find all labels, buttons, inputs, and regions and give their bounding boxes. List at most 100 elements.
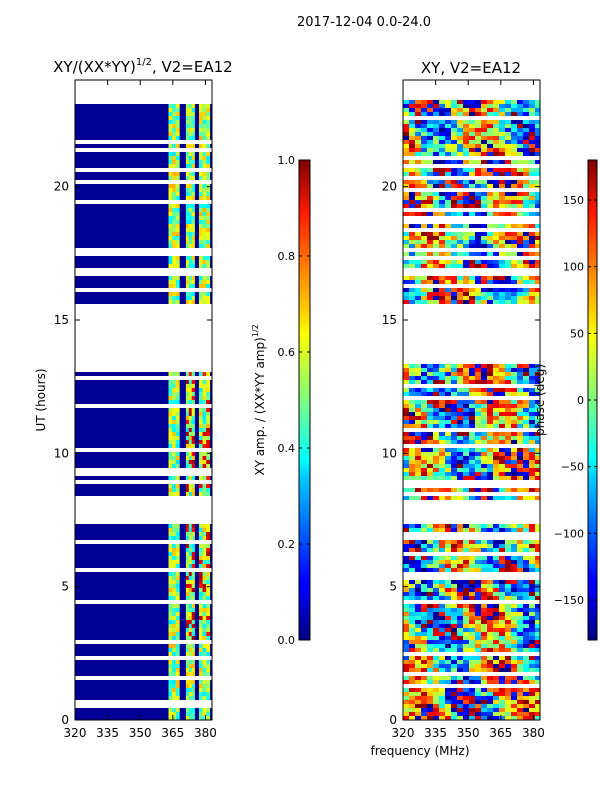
phase-cell [535, 364, 540, 368]
phase-cell [523, 548, 530, 552]
phase-cell [529, 120, 536, 124]
phase-cell [439, 364, 446, 368]
phase-cell [433, 680, 440, 684]
phase-cell [469, 436, 476, 440]
amplitude-band-cell [202, 156, 207, 160]
phase-cell [469, 676, 476, 680]
phase-cell [505, 416, 512, 420]
phase-cell [523, 172, 530, 176]
amplitude-band-cell [191, 696, 195, 700]
phase-cell [505, 656, 512, 660]
phase-cell [439, 232, 446, 236]
phase-cell [457, 640, 464, 644]
amplitude-band-cell [185, 440, 190, 444]
phase-cell [535, 488, 540, 492]
amplitude-band-cell [175, 264, 180, 268]
phase-cell [481, 436, 488, 440]
amplitude-band-cell [185, 580, 190, 584]
phase-cell [427, 468, 434, 472]
amplitude-band-cell [202, 548, 207, 552]
amplitude-band-cell [206, 476, 211, 480]
phase-cell [511, 556, 518, 560]
phase-cell [499, 168, 506, 172]
amplitude-band-cell [198, 228, 203, 232]
amplitude-band-cell [188, 492, 193, 496]
phase-cell [439, 180, 446, 184]
phase-cell [403, 300, 410, 304]
amplitude-band-cell [198, 156, 203, 160]
phase-cell [445, 712, 452, 716]
amplitude-band-cell [188, 256, 193, 260]
phase-cell [457, 664, 464, 668]
phase-cell [433, 468, 440, 472]
phase-cell [463, 416, 470, 420]
amplitude-band-cell [202, 216, 207, 220]
amplitude-band-cell [168, 384, 173, 388]
phase-cell [487, 200, 494, 204]
phase-cell [433, 644, 440, 648]
amplitude-band-cell [172, 440, 177, 444]
phase-cell [481, 496, 488, 500]
amplitude-band-cell [168, 664, 173, 668]
phase-cell [535, 388, 540, 392]
amplitude-band-cell [191, 232, 195, 236]
amplitude-band-cell [188, 672, 193, 676]
phase-cell [505, 136, 512, 140]
phase-cell [463, 676, 470, 680]
phase-cell [415, 408, 422, 412]
phase-cell [427, 620, 434, 624]
phase-cell [469, 648, 476, 652]
phase-cell [517, 380, 524, 384]
phase-cell [481, 564, 488, 568]
phase-cell [469, 300, 476, 304]
amplitude-band-cell [202, 184, 207, 188]
phase-cell [517, 376, 524, 380]
phase-cell [481, 456, 488, 460]
phase-cell [469, 440, 476, 444]
amplitude-row [75, 164, 212, 168]
amplitude-band-cell [168, 712, 173, 716]
amplitude-band-cell [191, 216, 195, 220]
phase-cell [457, 436, 464, 440]
phase-cell [409, 180, 416, 184]
x-tick-label: 365 [489, 726, 512, 740]
phase-cell [433, 496, 440, 500]
phase-cell [427, 556, 434, 560]
amplitude-band-cell [198, 556, 203, 560]
phase-cell [451, 224, 458, 228]
phase-cell [529, 680, 536, 684]
phase-cell [535, 460, 540, 464]
phase-cell [457, 608, 464, 612]
phase-cell [505, 708, 512, 712]
amplitude-band-cell [175, 380, 180, 384]
amplitude-band-cell [172, 232, 177, 236]
phase-cell [421, 456, 428, 460]
phase-cell [487, 616, 494, 620]
phase-cell [463, 364, 470, 368]
amplitude-band-cell [172, 204, 177, 208]
y-tick-label: 5 [61, 580, 69, 594]
amplitude-band-cell [168, 420, 173, 424]
phase-cell [517, 136, 524, 140]
phase-cell [481, 412, 488, 416]
phase-cell [409, 296, 416, 300]
amplitude-band-cell [175, 584, 180, 588]
phase-cell [511, 524, 518, 528]
phase-cell [493, 204, 500, 208]
phase-cell [481, 224, 488, 228]
phase-cell [433, 112, 440, 116]
amplitude-band-cell [168, 184, 173, 188]
phase-cell [403, 436, 410, 440]
amplitude-band-cell [191, 620, 195, 624]
phase-cell [409, 524, 416, 528]
amplitude-band-cell [198, 136, 203, 140]
phase-cell [439, 488, 446, 492]
phase-cell [403, 680, 410, 684]
amplitude-band-cell [198, 564, 203, 568]
amplitude-band-cell [172, 256, 177, 260]
amplitude-band-cell [191, 664, 195, 668]
phase-cell [421, 432, 428, 436]
phase-cell [451, 656, 458, 660]
amplitude-band-cell [188, 476, 193, 480]
phase-cell [451, 708, 458, 712]
